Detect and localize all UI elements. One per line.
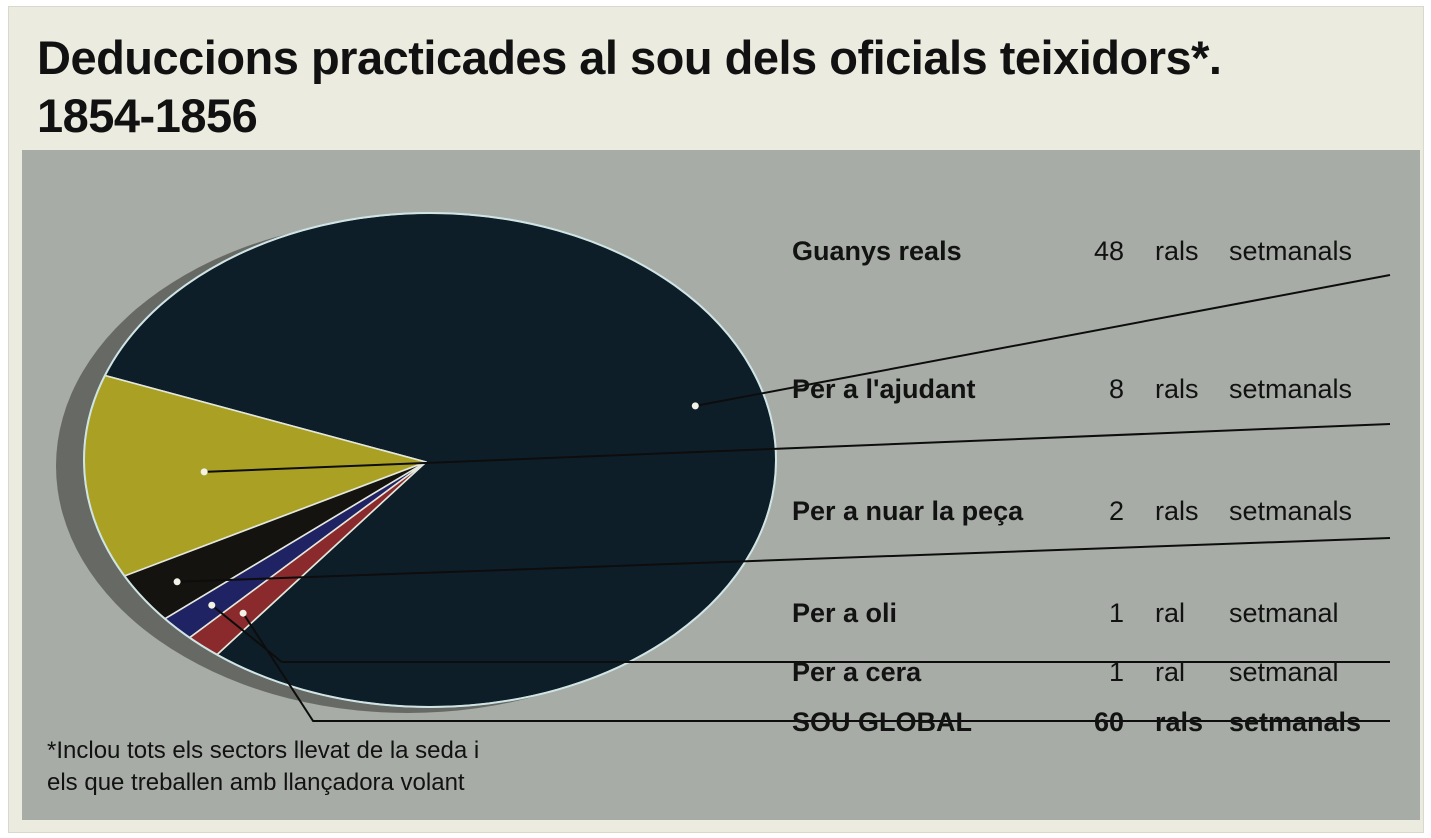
leader-line-per-a-cera bbox=[242, 612, 1390, 722]
legend-label: Guanys reals bbox=[792, 236, 962, 266]
legend-unit: rals bbox=[1155, 707, 1203, 737]
legend-label: SOU GLOBAL bbox=[792, 707, 972, 737]
legend-label: Per a cera bbox=[792, 657, 922, 687]
legend-period: setmanals bbox=[1229, 236, 1352, 266]
legend-label: Per a oli bbox=[792, 598, 897, 628]
leader-line-per-a-l-ajudant bbox=[204, 423, 1391, 473]
legend-row-guanys-reals: Guanys reals 48 rals setmanals bbox=[792, 236, 1352, 266]
leader-dot-per-a-cera bbox=[239, 609, 247, 617]
legend-period: setmanal bbox=[1229, 598, 1339, 628]
legend-unit: rals bbox=[1155, 236, 1199, 266]
legend-value: 8 bbox=[1109, 374, 1124, 404]
footnote-line: els que treballen amb llançadora volant bbox=[47, 769, 465, 796]
legend-unit: rals bbox=[1155, 496, 1199, 526]
legend-period: setmanal bbox=[1229, 657, 1339, 687]
footnote-line: *Inclou tots els sectors llevat de la se… bbox=[47, 737, 479, 764]
leader-dot-per-a-oli bbox=[208, 601, 216, 609]
chart-title: Deduccions practicades al sou dels ofici… bbox=[37, 29, 1417, 145]
chart-subtitle: 1854-1856 bbox=[37, 89, 258, 142]
legend-value: 60 bbox=[1094, 707, 1124, 737]
chart-title-line: Deduccions practicades al sou dels ofici… bbox=[37, 31, 1222, 84]
leader-dot-per-a-l-ajudant bbox=[200, 468, 208, 476]
legend-value: 1 bbox=[1109, 598, 1124, 628]
legend-label: Per a nuar la peça bbox=[792, 496, 1024, 526]
legend-row-per-a-nuar-la-peca: Per a nuar la peça 2 rals setmanals bbox=[792, 496, 1352, 526]
pie-rim bbox=[83, 212, 777, 708]
legend-unit: ral bbox=[1155, 657, 1185, 687]
legend-period: setmanals bbox=[1229, 707, 1361, 737]
legend-label: Per a l'ajudant bbox=[792, 374, 975, 404]
leader-lines bbox=[173, 274, 1391, 722]
legend-row-per-a-oli: Per a oli 1 ral setmanal bbox=[792, 598, 1339, 628]
legend-row-per-a-l-ajudant: Per a l'ajudant 8 rals setmanals bbox=[792, 374, 1352, 404]
leader-line-per-a-nuar-la-peca bbox=[177, 537, 1391, 583]
pie-slices bbox=[83, 212, 777, 708]
legend-value: 48 bbox=[1094, 236, 1124, 266]
legend-period: setmanals bbox=[1229, 374, 1352, 404]
legend-period: setmanals bbox=[1229, 496, 1352, 526]
leader-dot-guanys-reals bbox=[691, 402, 699, 410]
leader-line-per-a-oli bbox=[211, 604, 1390, 663]
leader-dot-per-a-nuar-la-peca bbox=[173, 578, 181, 586]
legend-row-total: SOU GLOBAL 60 rals setmanals bbox=[792, 707, 1361, 737]
legend-row-per-a-cera: Per a cera 1 ral setmanal bbox=[792, 657, 1339, 687]
legend-unit: rals bbox=[1155, 374, 1199, 404]
legend-value: 2 bbox=[1109, 496, 1124, 526]
legend-unit: ral bbox=[1155, 598, 1185, 628]
chart-panel: Guanys reals 48 rals setmanals Per a l'ajuda… bbox=[22, 150, 1420, 820]
legend-value: 1 bbox=[1109, 657, 1124, 687]
leader-line-guanys-reals bbox=[695, 274, 1391, 407]
footnote: *Inclou tots els sectors llevat de la se… bbox=[47, 737, 479, 796]
